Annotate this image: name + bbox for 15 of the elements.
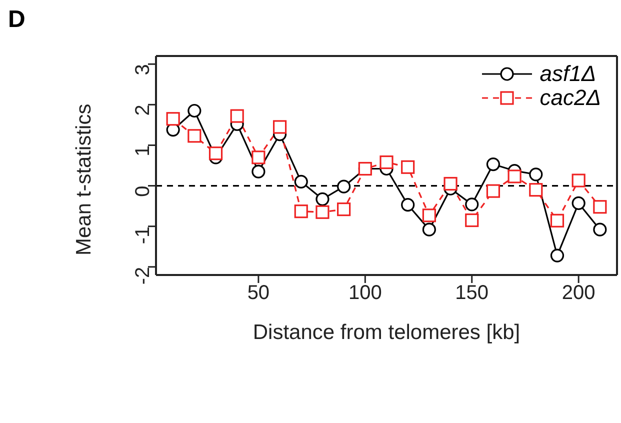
x-tick-label: 200 (562, 282, 596, 304)
y-tick-label: 1 (132, 145, 154, 156)
y-tick-label: 3 (132, 64, 154, 76)
x-tick-label: 50 (247, 282, 270, 304)
y-tick-label: -2 (132, 266, 154, 285)
chart-title: D (8, 6, 26, 34)
y-tick-label: 0 (132, 186, 154, 197)
y-tick-label: -1 (132, 226, 154, 244)
x-tick-label: 100 (348, 282, 382, 304)
y-tick-label: 2 (132, 104, 154, 116)
y-axis-title: Mean t-statistics (72, 104, 96, 256)
legend-label: cac2Δ (540, 85, 601, 110)
x-axis-title: Distance from telomeres [kb] (252, 321, 520, 344)
x-tick-label: 150 (455, 282, 489, 304)
legend-label: asf1Δ (540, 61, 596, 86)
